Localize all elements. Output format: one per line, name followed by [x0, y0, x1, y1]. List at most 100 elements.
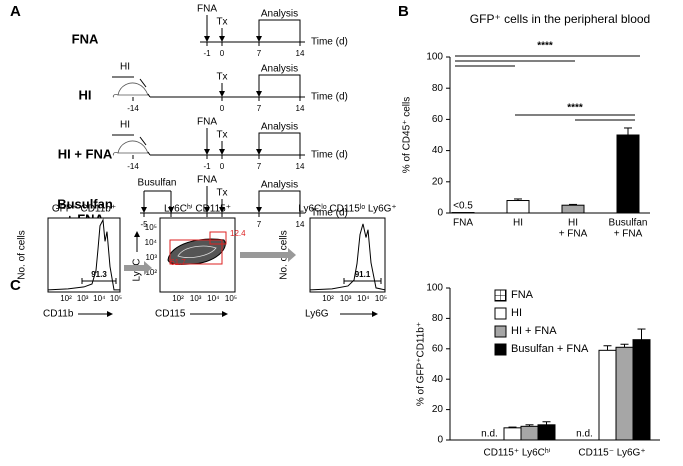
row-label: HI	[79, 87, 92, 102]
x-tick-label: CD115⁻ Ly6G⁺	[578, 448, 645, 459]
event-label: Tx	[216, 130, 227, 141]
y-tick-label: 20	[432, 176, 444, 187]
gate-label: 91.1	[355, 270, 371, 279]
x-tick-label: 10²	[172, 294, 184, 303]
chart-title: GFP⁺ cells in the peripheral blood	[470, 12, 650, 26]
legend-label: HI + FNA	[511, 325, 557, 337]
x-axis-label: CD11b	[43, 309, 74, 320]
legend-swatch	[494, 343, 507, 356]
y-tick-label: 60	[432, 114, 444, 125]
timeline-tick-label: 7	[257, 162, 262, 171]
histogram	[47, 218, 120, 291]
bar	[561, 204, 585, 214]
treatment-label: HI	[120, 62, 130, 73]
analysis-label: Analysis	[261, 9, 298, 20]
mouse-body	[117, 82, 149, 96]
analysis-label: Analysis	[261, 180, 298, 191]
analysis-bracket	[258, 74, 301, 97]
x-tick-label: + FNA	[559, 229, 588, 240]
axis-label: Time (d)	[311, 150, 348, 161]
event-label: Tx	[216, 188, 227, 199]
gating-arrow	[240, 248, 296, 262]
x-tick-label: 10⁴	[357, 294, 370, 303]
x-axis-label: Ly6G	[305, 309, 329, 320]
mouse-icon	[112, 134, 149, 156]
y-axis-label: % of CD45⁺ cells	[402, 97, 413, 173]
mouse-icon	[112, 76, 149, 98]
timeline-tick-label: 0	[220, 104, 225, 113]
y-axis-label: No. of cells	[17, 230, 28, 279]
x-tick-label: HI	[568, 218, 578, 229]
row-label: HI + FNA	[58, 146, 113, 161]
y-tick-label: 40	[432, 145, 444, 156]
row-label: Busulfan	[57, 196, 113, 211]
bar	[506, 200, 530, 214]
value-label: n.d.	[576, 429, 593, 440]
y-tick-label: 10⁵	[145, 223, 157, 232]
x-tick-label: + FNA	[614, 229, 643, 240]
y-tick-label: 10³	[145, 253, 157, 262]
x-tick-label: Busulfan	[609, 218, 648, 229]
timeline-tick-label: 7	[257, 49, 262, 58]
mouse-body	[117, 140, 149, 154]
event-label: FNA	[197, 4, 217, 15]
y-tick-label: 80	[432, 313, 444, 324]
y-tick-label: 0	[437, 208, 443, 219]
axis-label: Time (d)	[311, 37, 348, 48]
plot-frame	[309, 217, 386, 293]
event-label: Tx	[216, 17, 227, 28]
plot-title: Ly6Cʰⁱ CD115⁺	[164, 204, 231, 215]
y-tick-label: 100	[426, 52, 443, 63]
gate-label: 61.7	[170, 258, 186, 267]
timeline-tick-label: -14	[127, 104, 139, 113]
analysis-label: Analysis	[261, 122, 298, 133]
timeline-tick-label: 14	[296, 49, 305, 58]
y-axis-label: % of GFP⁺CD11b⁺	[416, 322, 427, 406]
gate-label: 12.4	[230, 229, 246, 238]
panel-label: A	[10, 3, 21, 20]
legend-swatch	[494, 307, 507, 320]
event-label: FNA	[197, 175, 217, 186]
plot-title: GFP⁺ CD11b⁺	[52, 204, 116, 215]
bar	[503, 427, 522, 441]
row-label: FNA	[72, 31, 99, 46]
x-tick-label: 10³	[77, 294, 89, 303]
bar	[598, 349, 617, 441]
x-axis-label: CD115	[155, 309, 186, 320]
gate	[209, 231, 227, 245]
legend-swatch	[494, 289, 507, 302]
gate	[169, 239, 223, 265]
y-tick-label: 100	[426, 283, 443, 294]
plot-frame	[47, 217, 121, 293]
x-tick-label: 10⁵	[375, 294, 387, 303]
legend-label: HI	[511, 307, 522, 319]
bar	[632, 339, 651, 441]
shield	[139, 136, 147, 146]
mouse-tail	[112, 152, 119, 156]
legend-label: FNA	[511, 289, 534, 301]
x-tick-label: HI	[513, 218, 523, 229]
x-tick-label: 10²	[60, 294, 72, 303]
timeline-tick-label: 14	[296, 104, 305, 113]
value-label: <0.5	[453, 201, 473, 212]
mouse-tail	[112, 94, 119, 98]
x-tick-label: 10⁵	[225, 294, 237, 303]
significance: ****	[537, 41, 553, 52]
axis-label: Time (d)	[311, 208, 348, 219]
treatment-label: HI	[120, 120, 130, 131]
legend-label: Busulfan + FNA	[511, 343, 589, 355]
gating-arrow	[124, 261, 152, 275]
x-tick-label: 10³	[190, 294, 202, 303]
timeline-tick-label: -5	[140, 220, 148, 229]
axis-label: Time (d)	[311, 92, 348, 103]
analysis-label: Analysis	[261, 64, 298, 75]
y-tick-label: 60	[432, 343, 444, 354]
analysis-bracket	[258, 19, 301, 42]
histogram	[309, 223, 386, 291]
timeline-tick-label: 0	[220, 162, 225, 171]
timeline-tick-label: 7	[257, 220, 262, 229]
timeline-tick-label: 7	[257, 104, 262, 113]
mouse-link	[147, 93, 151, 98]
timeline-tick-label: -1	[203, 162, 211, 171]
